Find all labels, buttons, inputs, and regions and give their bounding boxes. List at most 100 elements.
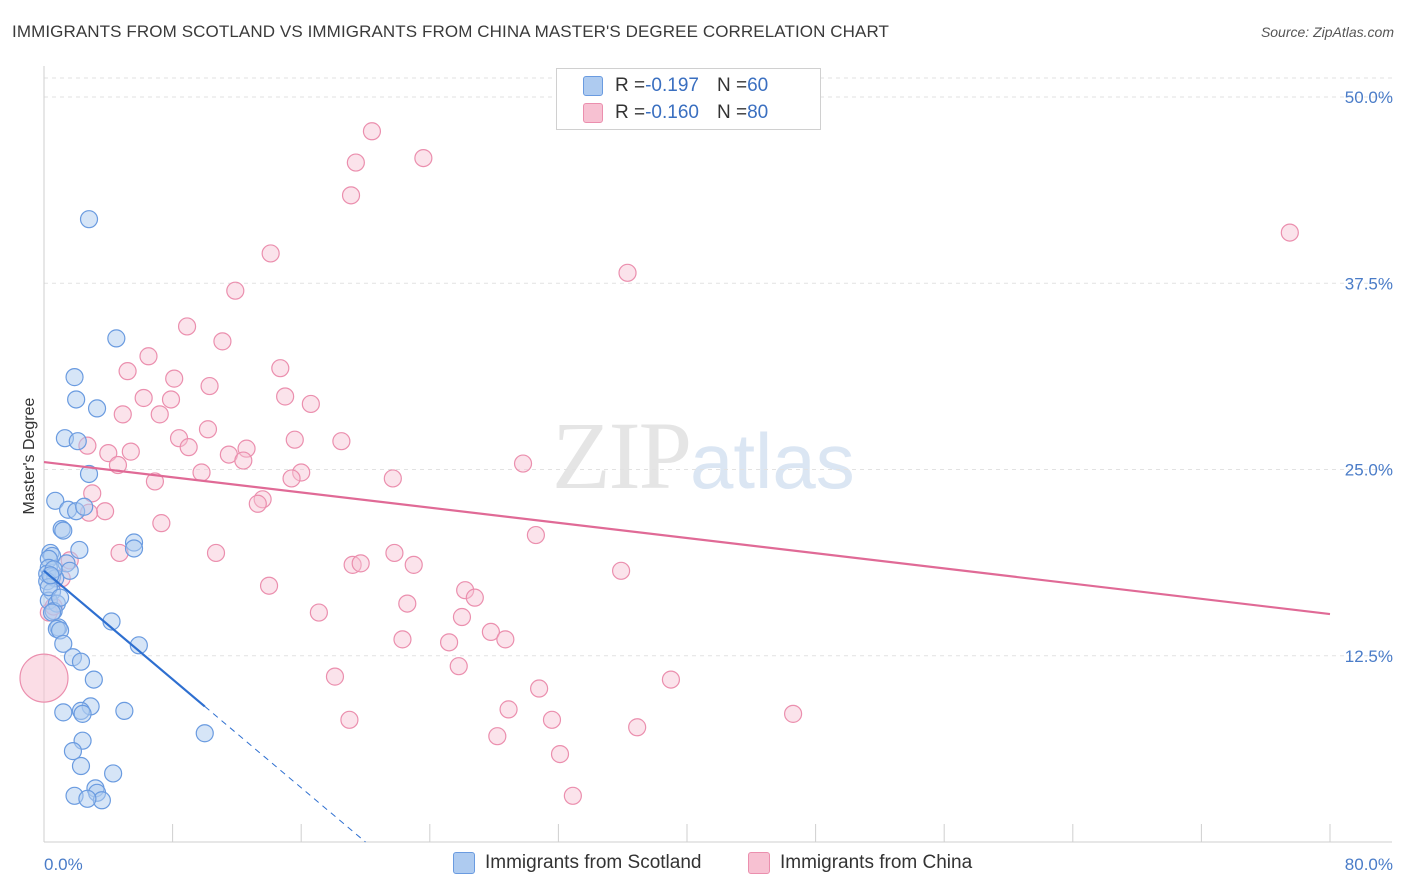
china-point	[248, 494, 267, 513]
scotland-point	[70, 540, 89, 560]
scotland-point	[63, 742, 83, 761]
china-point	[161, 390, 181, 409]
series-swatch-china	[748, 852, 770, 874]
legend-swatch-scotland	[583, 76, 603, 96]
legend-r-prefix: R =	[615, 75, 646, 96]
china-point	[150, 405, 169, 424]
series-legend-scotland[interactable]: Immigrants from Scotland	[453, 852, 701, 874]
china-point	[513, 454, 533, 473]
china-point	[351, 554, 370, 573]
china-point	[332, 432, 351, 451]
legend-r-prefix: R =	[615, 102, 646, 123]
watermark: ZIPatlas	[552, 400, 855, 511]
china-point	[346, 153, 365, 172]
china-point	[83, 484, 102, 503]
scotland-point	[129, 636, 148, 655]
china-point	[179, 438, 198, 457]
scotland-point	[115, 701, 134, 720]
y-tick-label: 50.0%	[1345, 88, 1393, 107]
china-point	[226, 281, 245, 300]
china-point	[237, 439, 256, 458]
china-point	[488, 727, 507, 746]
scotland-point	[46, 491, 65, 510]
china-point	[261, 244, 280, 263]
scotland-point	[65, 368, 84, 387]
series-label-china: Immigrants from China	[780, 852, 973, 873]
china-point	[439, 633, 459, 652]
legend-n-prefix: N =	[716, 75, 748, 96]
china-point	[325, 667, 345, 686]
x-tick-label-min: 0.0%	[44, 855, 83, 874]
scotland-point	[84, 670, 103, 689]
scotland-point	[50, 588, 70, 607]
china-point	[145, 472, 165, 491]
china-point	[499, 700, 518, 719]
scotland-point	[71, 652, 91, 671]
china-point	[95, 502, 115, 521]
scotland-point	[54, 521, 73, 540]
scotland-point	[87, 399, 107, 418]
y-tick-label: 12.5%	[1345, 647, 1393, 666]
china-point	[783, 704, 803, 723]
china-point	[292, 463, 311, 482]
china-point	[481, 622, 500, 642]
china-point	[404, 555, 423, 574]
china-point	[542, 710, 562, 729]
china-points	[19, 122, 1299, 805]
china-point	[177, 317, 197, 336]
scotland-point	[71, 756, 91, 776]
legend-row-scotland: R = -0.197 N = 60	[583, 73, 768, 99]
china-point	[19, 653, 69, 703]
correlation-legend: R = -0.197 N = 60 R = -0.160 N = 80	[556, 68, 821, 130]
china-point	[618, 263, 637, 282]
china-point	[200, 376, 219, 396]
china-point	[465, 588, 484, 607]
scotland-point	[54, 634, 73, 653]
legend-r-scotland: -0.197	[645, 75, 699, 96]
china-point	[526, 525, 545, 545]
source-label: Source: ZipAtlas.com	[1260, 24, 1394, 40]
china-point	[414, 148, 433, 168]
y-axis-label: Master's Degree	[21, 397, 38, 514]
legend-r-china: -0.160	[645, 102, 699, 123]
scotland-point	[78, 789, 97, 808]
scotland-point	[79, 210, 99, 229]
china-point	[271, 359, 290, 378]
scotland-points	[38, 210, 214, 810]
legend-n-prefix: N =	[716, 102, 748, 123]
scotland-point	[54, 703, 73, 722]
scotland-point	[195, 724, 214, 743]
y-tick-label: 37.5%	[1345, 274, 1393, 293]
china-point	[661, 670, 681, 689]
china-point	[496, 630, 515, 649]
axes	[43, 66, 1392, 843]
china-point	[393, 630, 412, 649]
china-point	[449, 657, 468, 676]
series-legend-china[interactable]: Immigrants from China	[748, 852, 972, 874]
y-tick-label: 25.0%	[1345, 461, 1393, 480]
china-point	[611, 561, 631, 580]
legend-n-china: 80	[747, 102, 769, 123]
china-point	[341, 186, 361, 205]
china-trend-line	[43, 460, 1331, 616]
china-point	[99, 444, 118, 463]
china-point	[456, 581, 475, 600]
china-point	[385, 543, 404, 563]
china-point	[113, 405, 132, 424]
china-point	[309, 603, 328, 622]
china-point	[206, 543, 226, 563]
china-point	[276, 387, 295, 406]
scotland-point	[68, 432, 87, 451]
china-point	[301, 394, 320, 414]
china-point	[530, 679, 549, 698]
china-point	[362, 122, 382, 141]
tick-labels: 12.5% 25.0% 37.5% 50.0% 0.0% 80.0%	[44, 88, 1393, 874]
china-point	[259, 576, 279, 595]
chart-title: IMMIGRANTS FROM SCOTLAND VS IMMIGRANTS F…	[12, 22, 890, 41]
china-point	[198, 420, 218, 439]
scotland-point	[124, 539, 144, 558]
watermark-zip: ZIP	[552, 402, 692, 509]
scotland-point	[67, 390, 86, 409]
china-point	[383, 469, 402, 488]
